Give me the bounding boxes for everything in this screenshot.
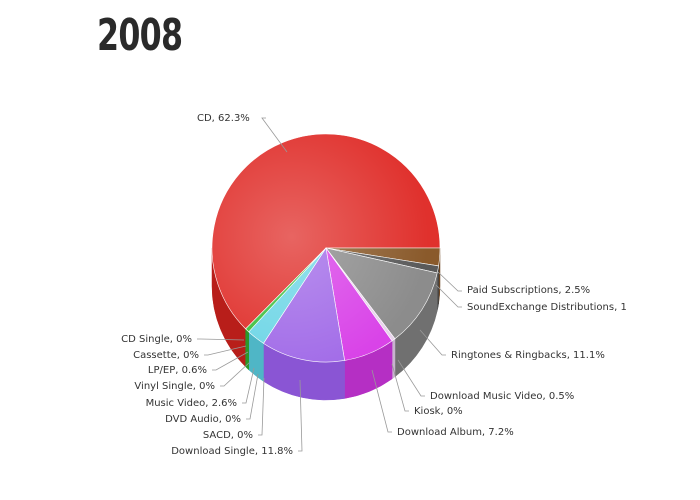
leader-line-music-video-2-6 — [242, 368, 254, 403]
label-download-album-7-2: Download Album, 7.2% — [397, 427, 514, 438]
label-soundexchange-distributions-1: SoundExchange Distributions, 1 — [467, 302, 627, 313]
label-kiosk-0: Kiosk, 0% — [414, 406, 463, 417]
label-ringtones-ringbacks-11-1: Ringtones & Ringbacks, 11.1% — [451, 350, 605, 361]
leader-line-paid-subscriptions-2-5 — [438, 272, 462, 291]
label-dvd-audio-0: DVD Audio, 0% — [165, 414, 241, 425]
label-sacd-0: SACD, 0% — [203, 430, 253, 441]
label-cassette-0: Cassette, 0% — [133, 350, 199, 361]
label-download-single-11-8: Download Single, 11.8% — [171, 446, 293, 457]
label-vinyl-single-0: Vinyl Single, 0% — [134, 381, 215, 392]
label-download-music-video-0-5: Download Music Video, 0.5% — [430, 391, 574, 402]
label-paid-subscriptions-2-5: Paid Subscriptions, 2.5% — [467, 285, 590, 296]
label-lp-ep-0-6: LP/EP, 0.6% — [148, 365, 207, 376]
label-cd-62-3: CD, 62.3% — [197, 113, 250, 124]
leader-line-sacd-0 — [258, 378, 264, 435]
label-music-video-2-6: Music Video, 2.6% — [146, 398, 237, 409]
label-cd-single-0: CD Single, 0% — [121, 334, 192, 345]
